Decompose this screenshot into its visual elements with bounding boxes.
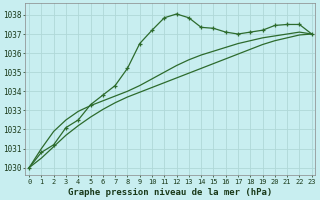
X-axis label: Graphe pression niveau de la mer (hPa): Graphe pression niveau de la mer (hPa) <box>68 188 273 197</box>
